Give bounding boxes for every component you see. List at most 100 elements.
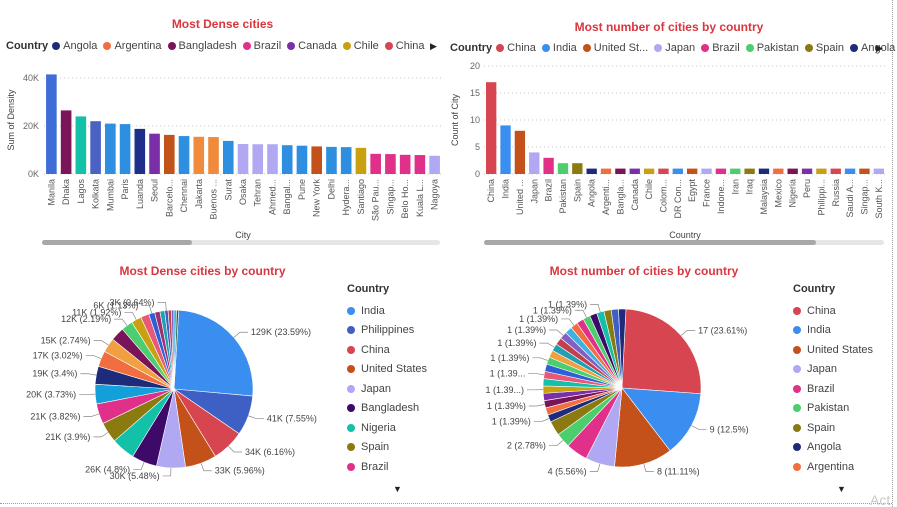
legend-item[interactable]: India (541, 42, 577, 54)
legend-label: Chile (353, 40, 379, 52)
chart-title: Most number of cities by country (549, 264, 739, 278)
legend-dot-icon (793, 365, 801, 374)
chart-legend[interactable]: Country Angola Argentina Bangladesh Brazil Ca… (6, 40, 431, 52)
legend-item[interactable]: China (793, 301, 873, 321)
slice-leader-line (589, 463, 601, 472)
scrollbar-thumb[interactable] (484, 240, 816, 245)
legend-item[interactable]: Canada (287, 40, 337, 52)
legend-dot-icon (701, 44, 710, 52)
cities-count-pie-chart[interactable]: Most number of cities by country 17 (23.… (446, 255, 892, 500)
x-tick-label: Iran (730, 179, 740, 195)
legend-item[interactable]: Argentina (103, 40, 162, 52)
slice-data-label: 1 (1.39%) (497, 338, 536, 348)
x-tick-label: Nagoya (430, 179, 440, 210)
legend-dot-icon (793, 423, 801, 432)
legend-item[interactable]: Angola (52, 40, 97, 52)
legend-item[interactable]: China (496, 42, 536, 54)
bar-chart-plot: 0 5 10 15 20 China India United ... Japan Brazil P… (450, 61, 886, 240)
legend-dot-icon (804, 44, 813, 52)
legend-item[interactable]: Brazil (793, 379, 873, 399)
x-tick-label: Mexico (773, 179, 783, 208)
bar (586, 168, 597, 174)
legend-item[interactable]: United States (347, 360, 427, 380)
bar (486, 82, 497, 174)
legend-label: Nigeria (361, 421, 396, 434)
dense-cities-pie-chart[interactable]: Most Dense cities by country 129K (23.59… (0, 255, 445, 500)
bar (105, 123, 116, 174)
slice-data-label: 1 (1.39%) (490, 353, 529, 363)
legend-item[interactable]: India (347, 301, 427, 321)
legend-dot-icon (793, 306, 801, 315)
bar (46, 74, 57, 174)
y-tick-label: 10 (470, 115, 480, 125)
dense-cities-bar-chart[interactable]: Most Dense cities Country Angola Argentina… (0, 0, 445, 250)
legend-item[interactable]: Philippines (347, 321, 427, 341)
horizontal-scrollbar[interactable] (42, 240, 440, 245)
bar (237, 144, 249, 174)
legend-item[interactable]: China (384, 40, 425, 52)
slice-data-label: 15K (2.74%) (41, 336, 91, 346)
legend-item[interactable]: Chile (342, 40, 379, 52)
legend-dot-icon (103, 42, 112, 50)
legend-item[interactable]: Japan (347, 379, 427, 399)
legend-label: Bangladesh (178, 40, 237, 52)
legend-item[interactable]: Bangladesh (167, 40, 237, 52)
slice-data-label: 1 (1.39%) (519, 314, 558, 324)
x-tick-label: Chile (644, 179, 654, 200)
x-tick-label: Luanda (135, 179, 145, 209)
legend-item[interactable]: Japan (654, 42, 695, 54)
slice-data-label: 8 (11.11%) (657, 467, 700, 477)
bar (629, 168, 640, 174)
legend-item[interactable]: United St... (582, 42, 649, 54)
chart-legend[interactable]: Country China India United States Japan Brazi… (793, 283, 873, 477)
legend-item[interactable]: Bangladesh (347, 399, 427, 419)
legend-dot-icon (347, 306, 355, 315)
legend-dot-icon (347, 404, 355, 413)
legend-item[interactable]: China (347, 340, 427, 360)
chart-title: Most Dense cities (171, 17, 274, 31)
legend-item[interactable]: Brazil (242, 40, 281, 52)
legend-label: Bangladesh (361, 402, 420, 415)
x-tick-label: Russia (831, 179, 841, 207)
slice-leader-line (79, 393, 96, 396)
legend-item[interactable]: Pakistan (793, 399, 873, 419)
legend-item[interactable]: Spain (347, 438, 427, 458)
slice-data-label: 33K (5.96%) (215, 466, 265, 476)
legend-next-arrow-icon[interactable]: ▶ (876, 43, 883, 53)
legend-item[interactable]: Angola (850, 42, 895, 54)
slice-leader-line (141, 305, 153, 314)
chart-legend[interactable]: Country India Philippines China United State… (347, 283, 427, 477)
bar (149, 133, 160, 174)
scrollbar-thumb[interactable] (42, 240, 192, 245)
legend-item[interactable]: Nigeria (347, 418, 427, 438)
legend-item[interactable]: Argentina (793, 457, 873, 477)
legend-item[interactable]: Japan (793, 360, 873, 380)
slice-data-label: 1 (1.39...) (485, 385, 524, 395)
chart-title: Most number of cities by country (574, 20, 764, 34)
legend-label: United St... (593, 42, 649, 54)
legend-item[interactable]: Spain (793, 418, 873, 438)
x-tick-label: France (702, 179, 712, 207)
slice-data-label: 21K (3.82%) (30, 411, 80, 421)
legend-item[interactable]: India (793, 321, 873, 341)
legend-item[interactable]: Brazil (701, 42, 740, 54)
legend-scroll-down-icon[interactable]: ▼ (837, 484, 846, 494)
legend-item[interactable]: Brazil (347, 457, 427, 477)
slice-leader-line (93, 432, 109, 438)
horizontal-scrollbar[interactable] (484, 240, 884, 245)
legend-item[interactable]: United States (793, 340, 873, 360)
legend-item[interactable]: Spain (804, 42, 844, 54)
x-tick-label: Tehran (253, 179, 263, 207)
legend-next-arrow-icon[interactable]: ▶ (430, 41, 437, 51)
legend-dot-icon (347, 345, 355, 354)
legend-dot-icon (582, 44, 591, 52)
bar (529, 152, 540, 174)
watermark: Act (870, 492, 891, 507)
legend-item[interactable]: Pakistan (745, 42, 799, 54)
chart-legend[interactable]: Country China India United St... Japan Brazil… (450, 42, 897, 54)
legend-scroll-down-icon[interactable]: ▼ (393, 484, 402, 494)
bar (414, 155, 426, 174)
cities-count-bar-chart[interactable]: Most number of cities by country Country… (446, 0, 895, 250)
legend-item[interactable]: Angola (793, 438, 873, 458)
